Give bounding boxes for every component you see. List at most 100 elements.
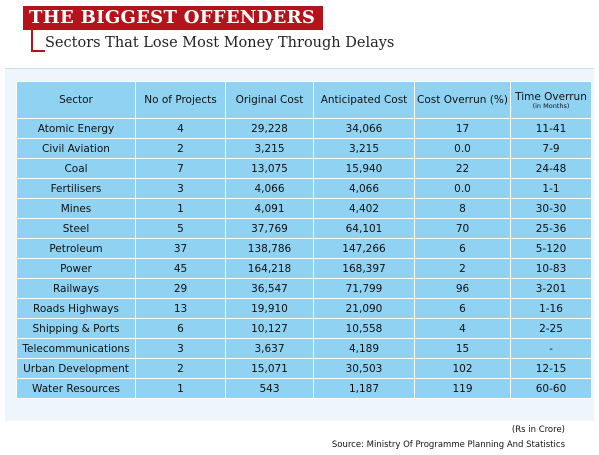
cell-original-cost: 543: [225, 378, 314, 399]
cell-sector: Power: [16, 258, 136, 279]
cell-sector: Water Resources: [16, 378, 136, 399]
table-row: Shipping & Ports 6 10,127 10,558 4 2-25: [16, 318, 592, 339]
cell-cost-overrun: 15: [414, 338, 511, 359]
cell-cost-overrun: 22: [414, 158, 511, 179]
cell-projects: 37: [135, 238, 226, 259]
table-row: Petroleum 37 138,786 147,266 6 5-120: [16, 238, 592, 259]
cell-cost-overrun: 96: [414, 278, 511, 299]
cell-original-cost: 36,547: [225, 278, 314, 299]
cell-sector: Railways: [16, 278, 136, 299]
cell-anticipated-cost: 30,503: [313, 358, 415, 379]
cell-cost-overrun: 8: [414, 198, 511, 219]
chart-subtitle: Sectors That Lose Most Money Through Del…: [45, 35, 395, 51]
cell-original-cost: 138,786: [225, 238, 314, 259]
cell-sector: Atomic Energy: [16, 118, 136, 139]
cell-sector: Petroleum: [16, 238, 136, 259]
table-header-row: Sector No of Projects Original Cost Anti…: [16, 81, 592, 119]
cell-anticipated-cost: 4,402: [313, 198, 415, 219]
cell-original-cost: 19,910: [225, 298, 314, 319]
cell-projects: 6: [135, 318, 226, 339]
cell-cost-overrun: 0.0: [414, 138, 511, 159]
cell-anticipated-cost: 3,215: [313, 138, 415, 159]
header-original-cost: Original Cost: [225, 81, 314, 119]
cell-time-overrun: -: [510, 338, 592, 359]
cell-projects: 29: [135, 278, 226, 299]
cell-original-cost: 4,091: [225, 198, 314, 219]
cell-cost-overrun: 17: [414, 118, 511, 139]
cell-projects: 3: [135, 338, 226, 359]
cell-cost-overrun: 6: [414, 238, 511, 259]
table-row: Mines 1 4,091 4,402 8 30-30: [16, 198, 592, 219]
header-time-overrun: Time Overrun (in Months): [510, 81, 592, 119]
cell-time-overrun: 7-9: [510, 138, 592, 159]
title-bracket-vertical: [31, 30, 33, 52]
cell-anticipated-cost: 1,187: [313, 378, 415, 399]
table-row: Railways 29 36,547 71,799 96 3-201: [16, 278, 592, 299]
cell-time-overrun: 3-201: [510, 278, 592, 299]
cell-projects: 13: [135, 298, 226, 319]
cell-original-cost: 4,066: [225, 178, 314, 199]
chart-title: THE BIGGEST OFFENDERS: [23, 6, 324, 30]
table-row: Civil Aviation 2 3,215 3,215 0.0 7-9: [16, 138, 592, 159]
source-note: Source: Ministry Of Programme Planning A…: [331, 440, 565, 450]
cell-sector: Urban Development: [16, 358, 136, 379]
cell-time-overrun: 25-36: [510, 218, 592, 239]
cell-sector: Fertilisers: [16, 178, 136, 199]
cell-anticipated-cost: 4,189: [313, 338, 415, 359]
cell-cost-overrun: 102: [414, 358, 511, 379]
table-row: Steel 5 37,769 64,101 70 25-36: [16, 218, 592, 239]
table-row: Coal 7 13,075 15,940 22 24-48: [16, 158, 592, 179]
cell-projects: 1: [135, 198, 226, 219]
cell-time-overrun: 1-16: [510, 298, 592, 319]
cell-anticipated-cost: 15,940: [313, 158, 415, 179]
cell-cost-overrun: 2: [414, 258, 511, 279]
table-row: Power 45 164,218 168,397 2 10-83: [16, 258, 592, 279]
cell-time-overrun: 11-41: [510, 118, 592, 139]
cell-anticipated-cost: 147,266: [313, 238, 415, 259]
table-body: Atomic Energy 4 29,228 34,066 17 11-41 Civil A…: [16, 118, 592, 399]
cell-time-overrun: 24-48: [510, 158, 592, 179]
header-anticipated-cost: Anticipated Cost: [313, 81, 415, 119]
data-table: Sector No of Projects Original Cost Anti…: [16, 81, 592, 399]
cell-sector: Mines: [16, 198, 136, 219]
table-row: Water Resources 1 543 1,187 119 60-60: [16, 378, 592, 399]
cell-time-overrun: 1-1: [510, 178, 592, 199]
header-time-overrun-unit: (in Months): [532, 101, 570, 110]
cell-sector: Roads Highways: [16, 298, 136, 319]
cell-anticipated-cost: 34,066: [313, 118, 415, 139]
cell-projects: 2: [135, 138, 226, 159]
cell-time-overrun: 10-83: [510, 258, 592, 279]
cell-projects: 7: [135, 158, 226, 179]
cell-cost-overrun: 70: [414, 218, 511, 239]
cell-original-cost: 15,071: [225, 358, 314, 379]
header-time-overrun-label: Time Overrun: [515, 90, 587, 103]
cell-original-cost: 164,218: [225, 258, 314, 279]
cell-sector: Coal: [16, 158, 136, 179]
cell-time-overrun: 12-15: [510, 358, 592, 379]
cell-original-cost: 3,637: [225, 338, 314, 359]
cell-anticipated-cost: 168,397: [313, 258, 415, 279]
cell-time-overrun: 30-30: [510, 198, 592, 219]
header-sector: Sector: [16, 81, 136, 119]
header-cost-overrun: Cost Overrun (%): [414, 81, 511, 119]
cell-time-overrun: 2-25: [510, 318, 592, 339]
cell-sector: Telecommunications: [16, 338, 136, 359]
cell-anticipated-cost: 10,558: [313, 318, 415, 339]
table-row: Atomic Energy 4 29,228 34,066 17 11-41: [16, 118, 592, 139]
table-row: Telecommunications 3 3,637 4,189 15-: [16, 338, 592, 359]
cell-original-cost: 29,228: [225, 118, 314, 139]
cell-projects: 2: [135, 358, 226, 379]
unit-note: (Rs in Crore): [511, 425, 565, 435]
cell-cost-overrun: 4: [414, 318, 511, 339]
title-bracket-horizontal: [31, 50, 45, 52]
cell-projects: 4: [135, 118, 226, 139]
cell-sector: Civil Aviation: [16, 138, 136, 159]
cell-anticipated-cost: 21,090: [313, 298, 415, 319]
header-projects: No of Projects: [135, 81, 226, 119]
table-row: Roads Highways 13 19,910 21,090 6 1-16: [16, 298, 592, 319]
cell-sector: Steel: [16, 218, 136, 239]
cell-anticipated-cost: 71,799: [313, 278, 415, 299]
cell-cost-overrun: 6: [414, 298, 511, 319]
table-row: Urban Development 2 15,071 30,503 102 12-15: [16, 358, 592, 379]
cell-projects: 3: [135, 178, 226, 199]
